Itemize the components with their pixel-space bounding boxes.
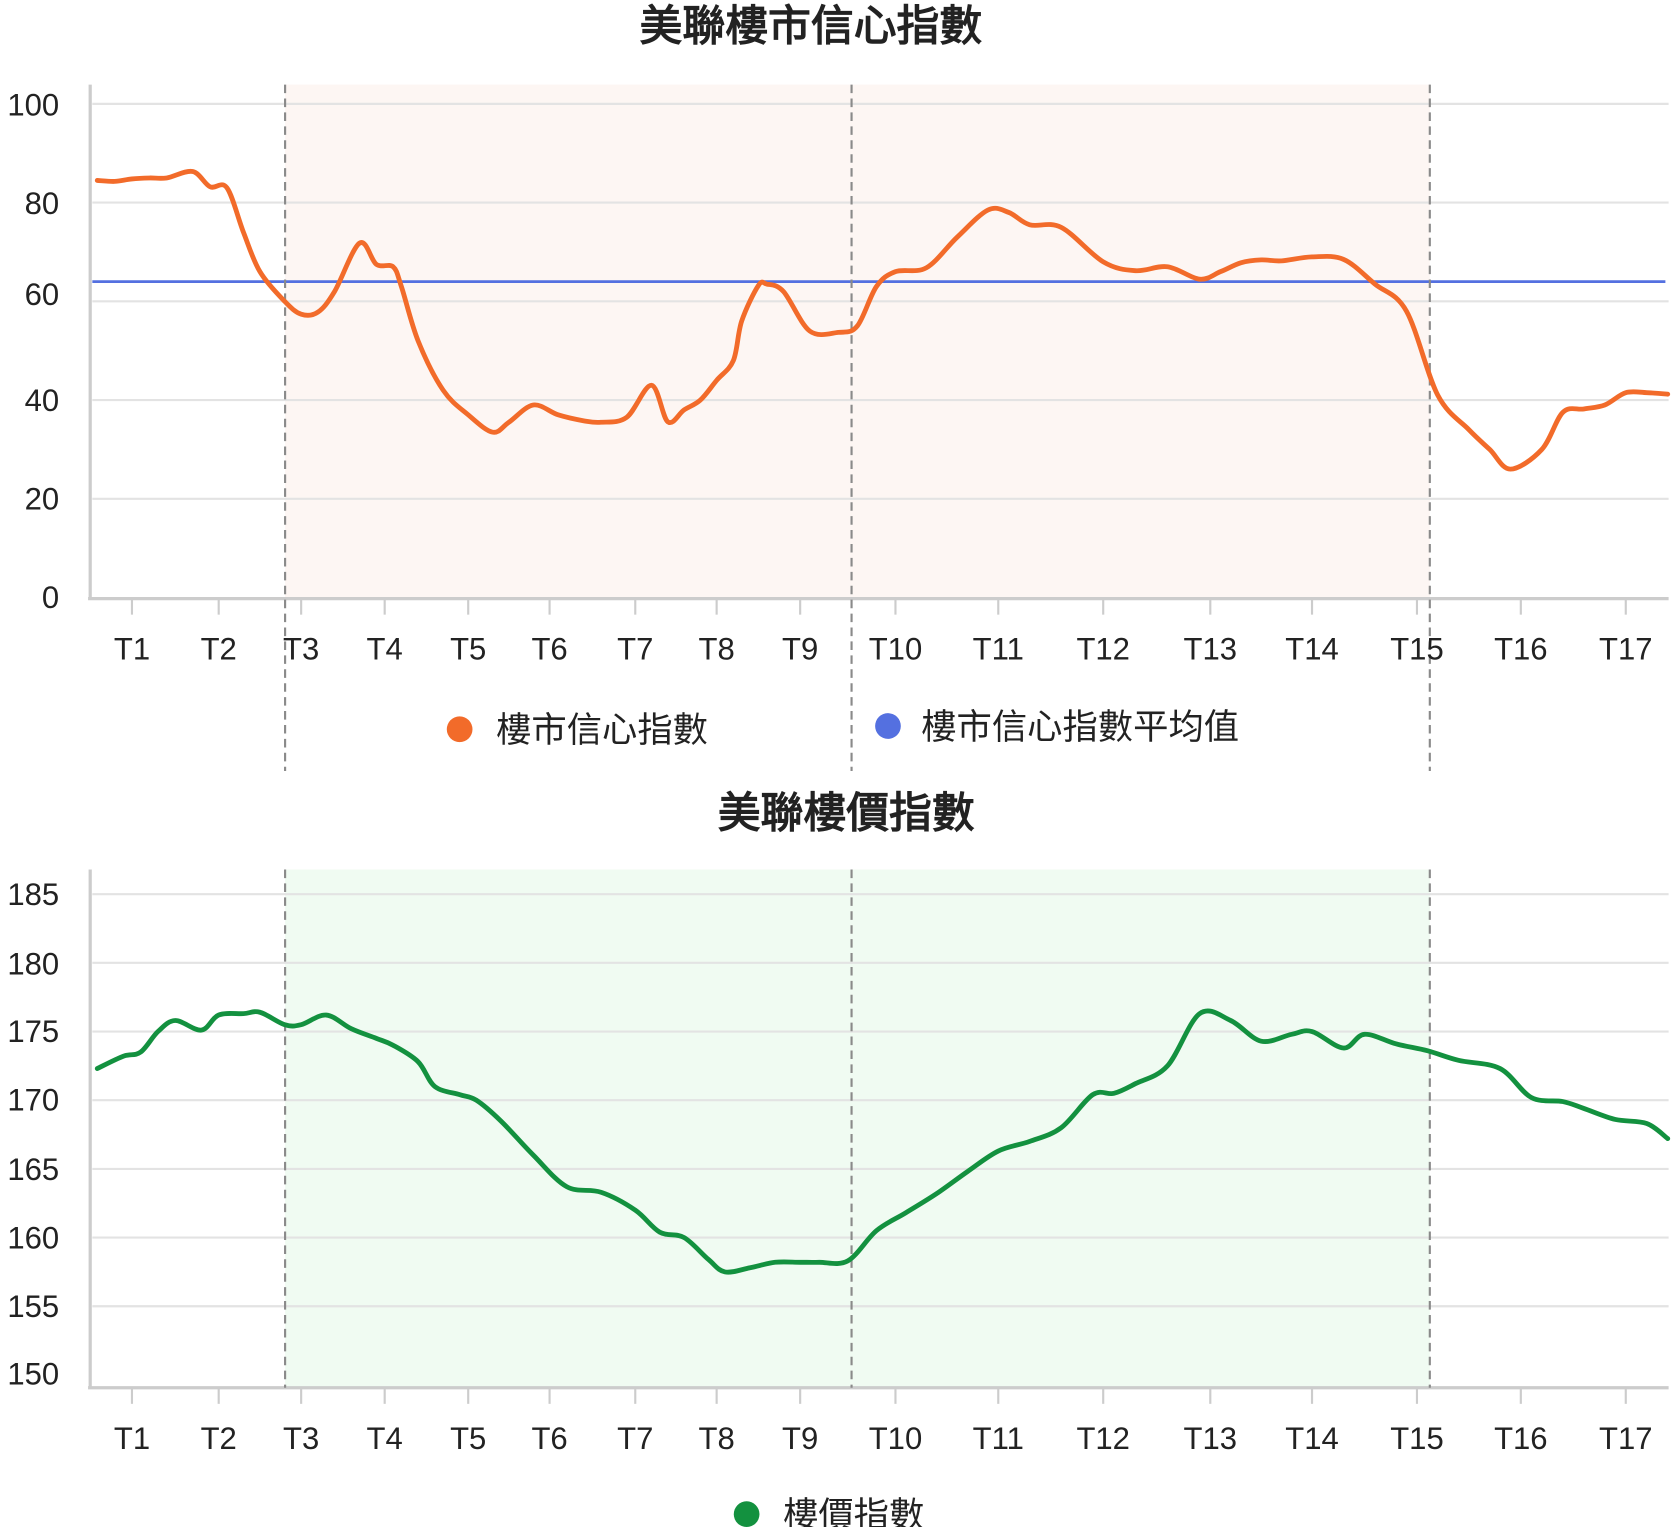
price-index-line (94, 1008, 1671, 1275)
y-tick: 100 (7, 88, 59, 123)
x-tick-label: T15 (1390, 1421, 1444, 1456)
confidence-legend: 樓市信心指數 樓市信心指數平均值 (446, 707, 1239, 751)
x-tick-label: T9 (782, 1421, 818, 1456)
y-tick: 60 (25, 277, 60, 312)
y-tick: 185 (7, 877, 59, 912)
x-tick-label: T7 (617, 1421, 653, 1456)
y-tick: 165 (7, 1152, 59, 1187)
legend-item-confidence-average[interactable]: 樓市信心指數平均值 (875, 707, 1239, 748)
x-tick-label: T11 (973, 1421, 1024, 1456)
x-tick-label: T15 (1390, 632, 1444, 667)
y-axis-labels: 185 180 175 170 165 160 155 150 (7, 877, 59, 1392)
highlight-region (285, 84, 1430, 599)
y-tick: 0 (42, 580, 59, 615)
confidence-chart: 美聯樓市信心指數 100 80 60 40 20 0 T1 T2 T3 T4 T5 T6 T… (7, 2, 1671, 771)
y-tick: 180 (7, 946, 59, 981)
x-tick-label: T8 (699, 632, 735, 667)
y-tick: 80 (25, 186, 60, 221)
y-tick: 160 (7, 1221, 59, 1256)
x-tick-label: T8 (699, 1421, 735, 1456)
y-tick: 170 (7, 1082, 59, 1117)
x-tick-label: T11 (973, 632, 1024, 667)
y-tick: 20 (25, 482, 60, 517)
x-axis-labels: T1 T2 T3 T4 T5 T6 T7 T8 T9 T10 T11 T12 T13 T14 T15 T16 T… (114, 1421, 1653, 1456)
legend-dot-blue-icon (875, 713, 901, 739)
x-tick-label: T12 (1076, 1421, 1130, 1456)
y-tick: 175 (7, 1014, 59, 1049)
y-tick: 150 (7, 1357, 59, 1392)
x-tick-label: T1 (114, 1421, 150, 1456)
highlight-region (285, 869, 1430, 1388)
x-tick-label: T14 (1285, 1421, 1339, 1456)
x-tick-label: T5 (450, 632, 486, 667)
y-tick: 40 (25, 383, 60, 418)
vertical-markers (284, 869, 1431, 1388)
x-tick-label: T17 (1599, 1421, 1653, 1456)
x-tick-label: T3 (283, 1421, 319, 1456)
confidence-chart-title: 美聯樓市信心指數 (640, 2, 983, 52)
x-tick-label: T2 (201, 632, 237, 667)
legend-label: 樓市信心指數 (496, 710, 708, 751)
x-tick-label: T10 (869, 632, 923, 667)
x-tick-label: T3 (283, 632, 319, 667)
confidence-index-line (94, 168, 1671, 472)
x-tick-label: T10 (869, 1421, 923, 1456)
x-tick-label: T17 (1599, 632, 1653, 667)
x-axis-ticks (130, 599, 1627, 615)
price-chart-title: 美聯樓價指數 (718, 789, 975, 839)
x-tick-label: T16 (1494, 632, 1547, 667)
x-tick-label: T4 (367, 1421, 403, 1456)
x-tick-label: T6 (531, 1421, 567, 1456)
price-legend: 樓價指數 (733, 1495, 925, 1527)
y-axis-labels: 100 80 60 40 20 0 (7, 88, 59, 616)
legend-item-confidence-index[interactable]: 樓市信心指數 (446, 710, 708, 751)
legend-dot-green-icon (733, 1501, 760, 1527)
x-tick-label: T6 (531, 632, 567, 667)
x-tick-label: T13 (1184, 632, 1238, 667)
price-chart: 美聯樓價指數 185 180 175 170 165 160 155 150 T… (7, 789, 1671, 1527)
x-tick-label: T1 (114, 632, 150, 667)
x-tick-label: T14 (1285, 632, 1339, 667)
x-tick-label: T16 (1494, 1421, 1547, 1456)
x-tick-label: T5 (450, 1421, 486, 1456)
legend-dot-orange-icon (446, 716, 473, 743)
x-tick-label: T7 (617, 632, 653, 667)
vertical-markers (284, 84, 1431, 771)
x-tick-label: T13 (1184, 1421, 1238, 1456)
x-tick-label: T4 (367, 632, 403, 667)
y-gridlines (92, 102, 1669, 500)
y-tick: 155 (7, 1289, 59, 1324)
legend-item-price-index[interactable]: 樓價指數 (733, 1495, 925, 1527)
x-tick-label: T2 (201, 1421, 237, 1456)
x-axis-labels: T1 T2 T3 T4 T5 T6 T7 T8 T9 T10 T11 T12 T13 T14 T15 T16 T… (114, 632, 1653, 667)
x-tick-label: T9 (782, 632, 818, 667)
x-axis-ticks (130, 1388, 1627, 1404)
x-tick-label: T12 (1076, 632, 1130, 667)
legend-label: 樓價指數 (783, 1495, 924, 1527)
legend-label: 樓市信心指數平均值 (921, 707, 1239, 748)
